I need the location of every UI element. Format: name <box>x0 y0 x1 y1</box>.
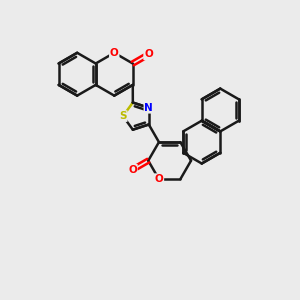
Text: O: O <box>154 174 163 184</box>
Text: S: S <box>119 111 127 121</box>
Text: O: O <box>110 48 118 58</box>
Text: O: O <box>128 165 137 175</box>
Text: N: N <box>144 103 153 113</box>
Text: O: O <box>144 50 153 59</box>
